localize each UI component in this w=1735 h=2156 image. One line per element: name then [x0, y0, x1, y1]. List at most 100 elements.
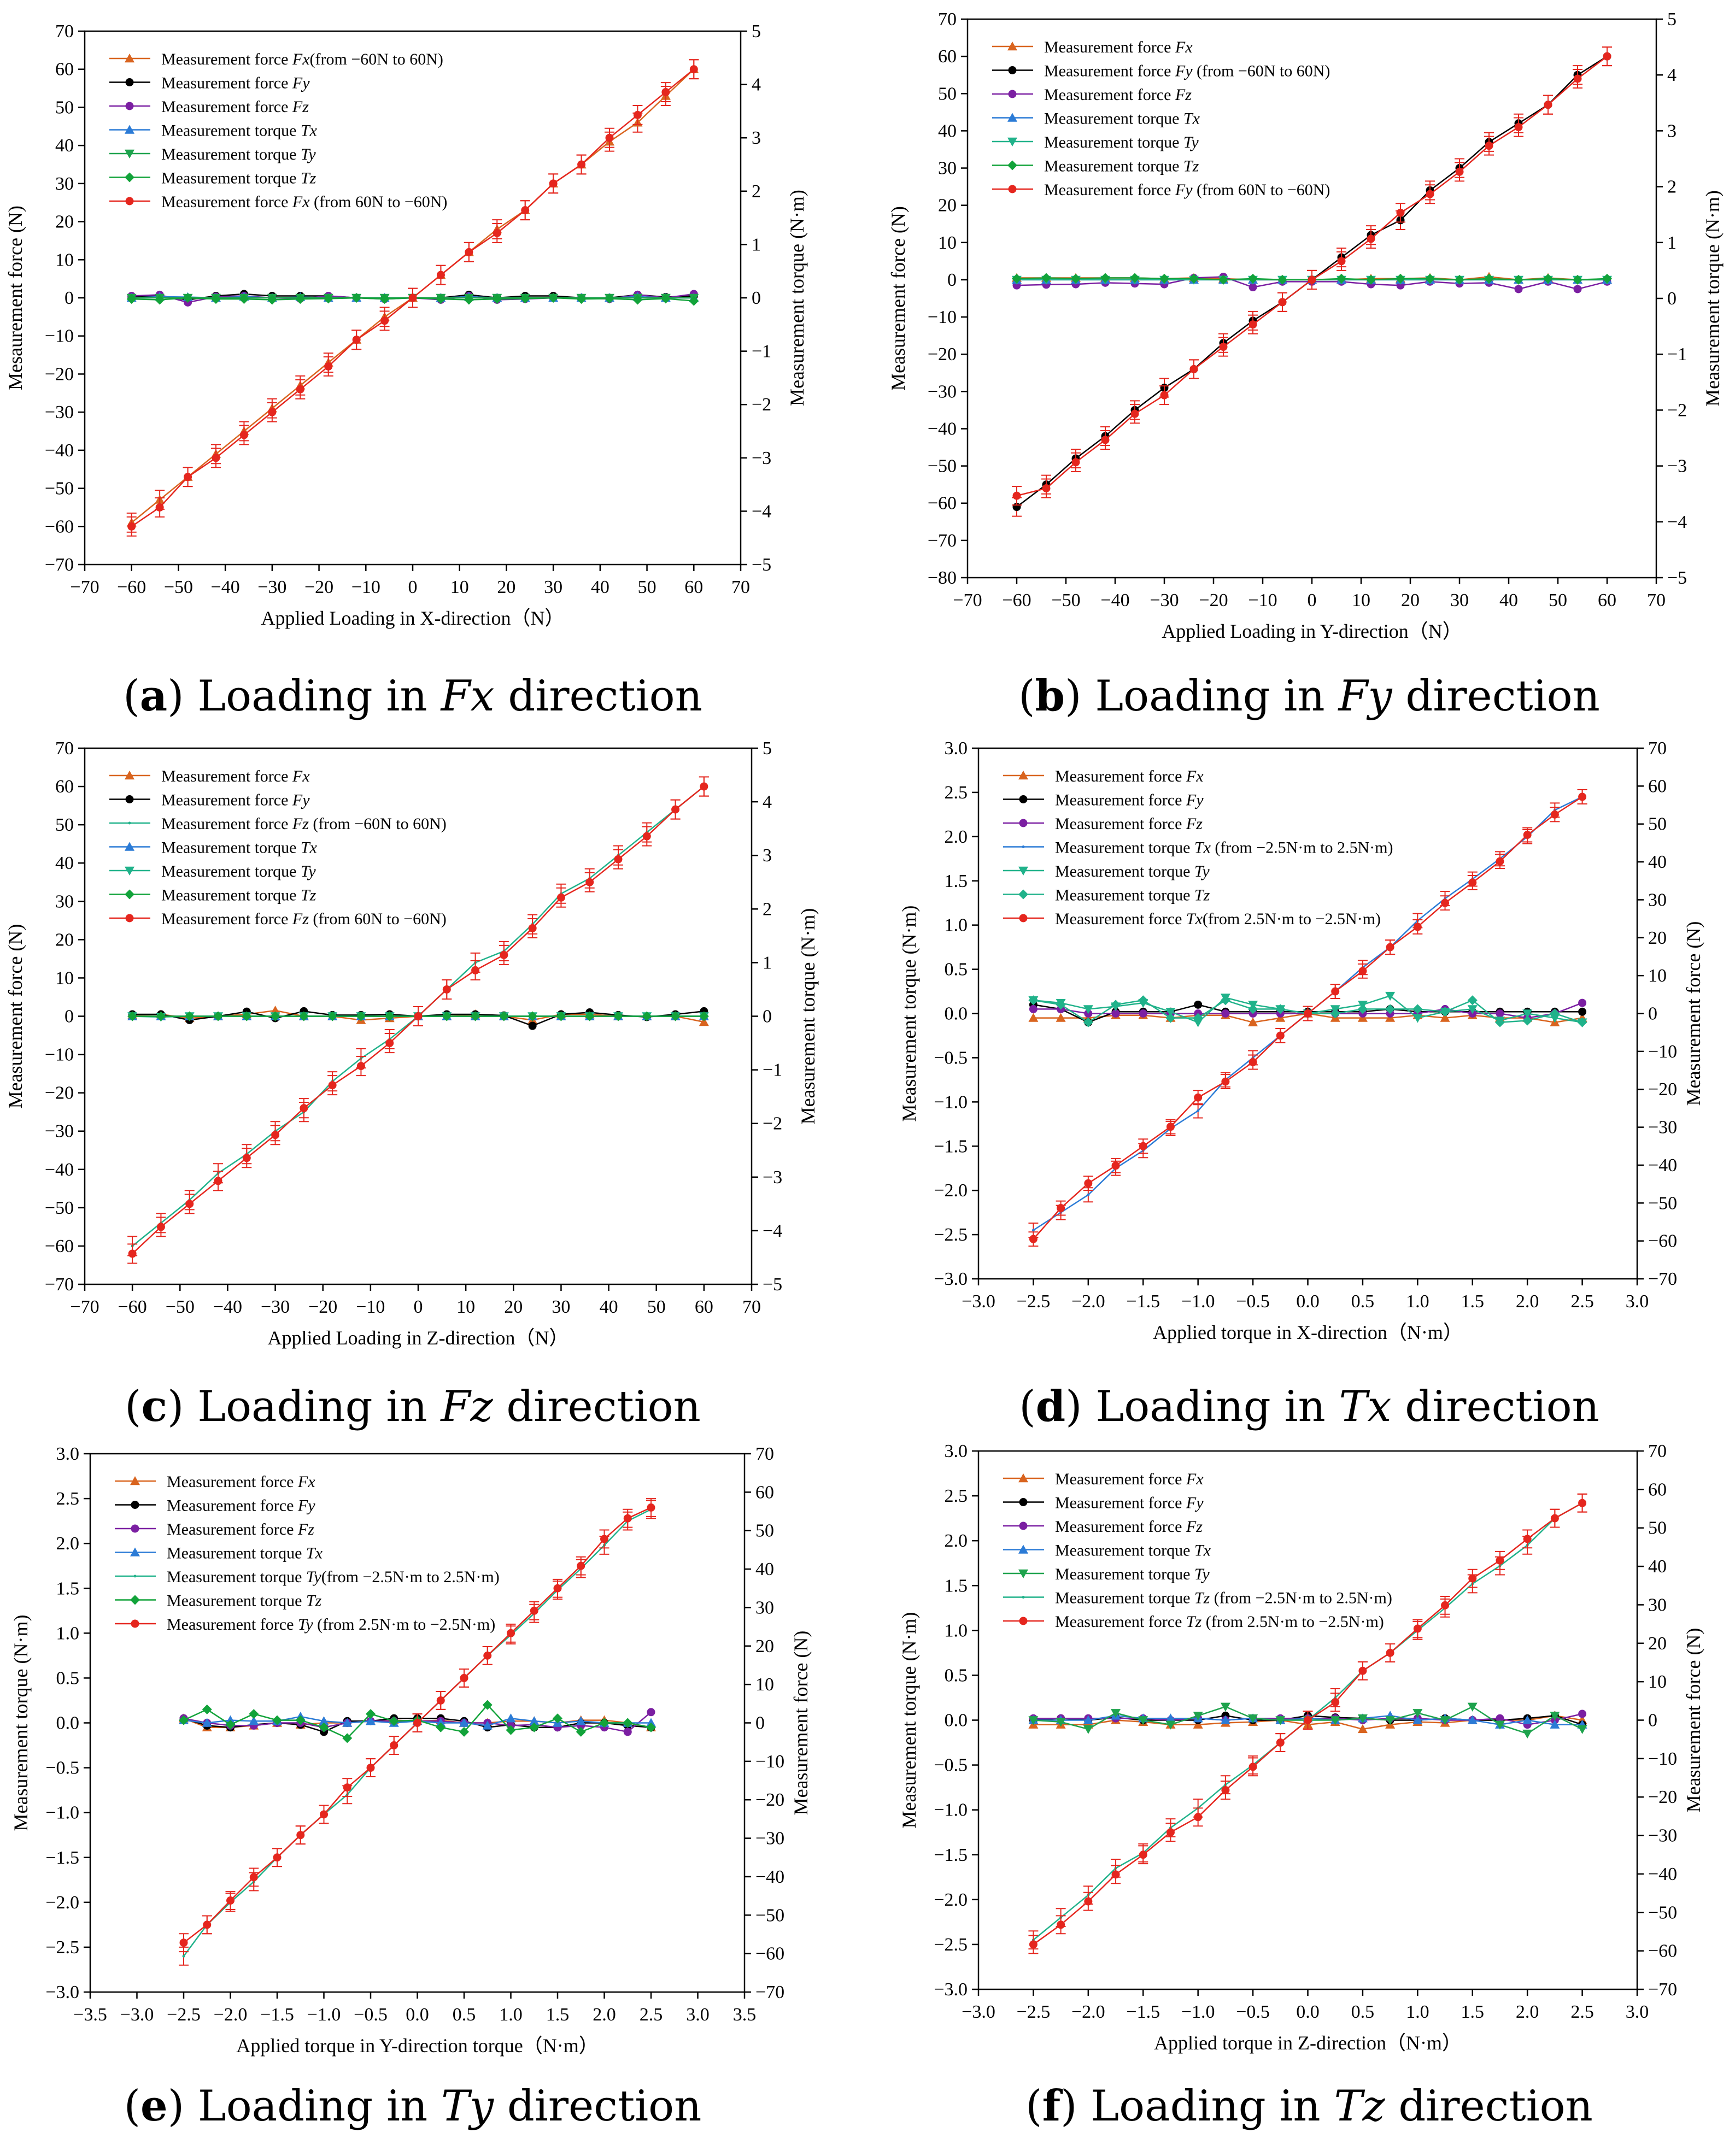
x-tick-label: 0.5 [1351, 1291, 1375, 1312]
data-point [633, 110, 642, 119]
legend-entry: Measurement force Fx [1003, 1470, 1204, 1488]
y-tick-label: 50 [55, 815, 74, 835]
data-point [1165, 1720, 1176, 1730]
legend-entry: Measurement torque Tz [1003, 886, 1210, 904]
x-tick-label: −1.0 [1181, 2002, 1215, 2022]
legend-entry: Measurement force Fz [109, 98, 309, 116]
y-tick-label: −3.0 [934, 1979, 968, 2000]
legend-marker [125, 149, 134, 158]
x-tick-label: 30 [1450, 590, 1469, 610]
data-point [1577, 1017, 1587, 1027]
data-point [1366, 274, 1376, 285]
x-tick-label: 20 [1401, 590, 1420, 610]
y-tick-label: 2.0 [945, 1531, 968, 1551]
legend-entry: Measurement torque Tz [115, 1592, 322, 1610]
y2-tick-label: 2 [763, 899, 772, 919]
data-point [1111, 1000, 1121, 1010]
x-tick-label: 70 [731, 577, 750, 597]
legend-entry: Measurement force Fz (from −60N to 60N) [109, 815, 447, 833]
legend-entry: Measurement torque Ty [992, 133, 1199, 151]
data-point [646, 1718, 656, 1727]
x-tick-label: 3.5 [733, 2005, 757, 2025]
data-point [556, 1011, 566, 1021]
data-point [1189, 365, 1198, 373]
data-point [632, 295, 643, 305]
data-point [1220, 1702, 1230, 1712]
y-tick-label: 30 [938, 158, 957, 179]
series-a-1 [126, 59, 699, 537]
data-point [1468, 1574, 1477, 1583]
y-tick-label: 60 [55, 777, 74, 797]
y2-tick-label: 10 [1648, 1672, 1667, 1692]
legend-entry: Measurement force Fy (from 60N to −60N) [992, 181, 1330, 199]
y2-axis-label: Measurement force (N) [1683, 921, 1704, 1106]
legend-entry: Measurement force Fz [115, 1520, 314, 1538]
legend-entry: Measurement torque Tz [992, 157, 1199, 175]
data-point [1220, 995, 1230, 1006]
y-tick-label: 0.5 [56, 1668, 80, 1688]
data-point [1455, 274, 1464, 285]
data-point [1602, 273, 1612, 284]
legend-entry: Measurement torque Tz [109, 169, 316, 187]
y2-tick-label: 0 [755, 1713, 765, 1734]
y2-tick-label: −70 [1648, 1269, 1677, 1289]
data-point [1139, 1009, 1147, 1018]
data-point [356, 1062, 365, 1071]
y-tick-label: −1.5 [934, 1845, 968, 1865]
legend-marker [125, 771, 134, 780]
data-point [249, 1873, 258, 1882]
data-point [242, 1154, 251, 1162]
legend-entry: Measurement force Fy (from −60N to 60N) [992, 62, 1330, 80]
y-tick-label: −3.0 [934, 1269, 968, 1289]
data-point [1249, 320, 1257, 329]
legend-label: Measurement force Fy (from −60N to 60N) [1044, 62, 1330, 80]
y2-tick-label: −10 [1648, 1749, 1677, 1769]
y2-tick-label: 3 [752, 128, 761, 148]
data-point [1218, 274, 1228, 285]
data-point [1100, 273, 1110, 283]
data-point [1578, 1499, 1587, 1507]
data-point [1056, 1718, 1066, 1727]
data-point [482, 1720, 493, 1730]
x-axis-label: Applied Loading in Y-direction（N） [1162, 620, 1462, 642]
series-f-6 [1028, 1702, 1587, 1739]
x-tick-label: 60 [684, 577, 703, 597]
data-point [390, 1741, 398, 1750]
y2-tick-label: −20 [755, 1790, 784, 1810]
x-tick-label: 0 [1308, 590, 1317, 610]
data-point [482, 1700, 493, 1710]
data-point [1130, 409, 1139, 418]
legend-marker [125, 78, 134, 86]
data-point [1277, 274, 1287, 285]
data-point [1278, 298, 1287, 307]
legend-entry: Measurement torque Ty [109, 145, 316, 163]
y-tick-label: 2.5 [945, 783, 968, 803]
data-point [1578, 792, 1587, 801]
y-tick-label: −1.5 [45, 1848, 79, 1868]
legend-label: Measurement force Fx [1044, 38, 1193, 56]
y-tick-label: 3.0 [945, 1441, 968, 1461]
x-tick-label: −60 [118, 1297, 147, 1317]
data-point [225, 1715, 236, 1724]
legend-entry: Measurement force Fz [1003, 815, 1203, 833]
y-tick-label: 0 [947, 270, 957, 290]
legend-label: Measurement torque Tx [1044, 110, 1200, 128]
data-point [324, 362, 333, 371]
data-point [300, 1104, 308, 1113]
legend-label: Measurement torque Ty [161, 145, 316, 163]
y2-tick-label: 3 [1667, 121, 1677, 141]
legend-label: Measurement force Ty (from 2.5N·m to −2.… [167, 1615, 495, 1634]
data-point [202, 1704, 212, 1714]
legend-marker [1018, 771, 1028, 780]
y-tick-label: −2.0 [45, 1893, 79, 1913]
y2-tick-label: −4 [1667, 512, 1687, 532]
y-tick-label: 30 [55, 891, 74, 912]
x-tick-label: 0 [414, 1297, 423, 1317]
data-point [699, 1011, 709, 1021]
data-point [211, 294, 221, 304]
data-point [442, 985, 451, 994]
legend-label: Measurement force Fy [1055, 791, 1204, 809]
y-tick-label: −2.5 [45, 1937, 79, 1958]
data-point [295, 294, 306, 304]
